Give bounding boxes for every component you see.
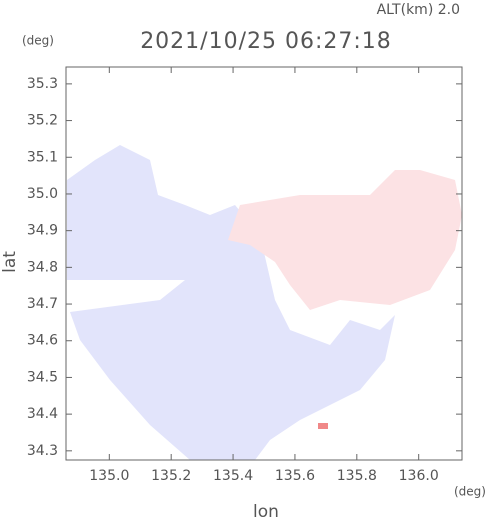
y-unit: (deg) — [22, 34, 54, 48]
chart-title: 2021/10/25 06:27:18 — [140, 29, 392, 54]
x-tick-label: 135.0 — [89, 468, 129, 484]
subtitle: ALT(km) 2.0 — [377, 2, 460, 18]
radar-field — [67, 145, 462, 460]
y-tick-label: 35.1 — [27, 149, 58, 165]
y-tick-label: 34.5 — [27, 369, 58, 385]
x-tick-label: 135.8 — [337, 468, 377, 484]
y-tick-label: 34.8 — [27, 259, 58, 275]
y-tick-label: 35.0 — [27, 186, 58, 202]
x-tick-label: 136.0 — [399, 468, 439, 484]
y-tick-label: 34.4 — [27, 406, 58, 422]
y-tick-label: 35.2 — [27, 113, 58, 129]
x-tick-label: 135.6 — [275, 468, 315, 484]
plot-frame — [65, 66, 463, 461]
x-axis-label: lon — [253, 502, 279, 521]
x-tick-label: 135.2 — [151, 468, 191, 484]
y-tick-label: 34.6 — [27, 333, 58, 349]
y-tick-label: 34.7 — [27, 296, 58, 312]
x-tick-label: 135.4 — [213, 468, 253, 484]
y-tick-label: 35.3 — [27, 76, 58, 92]
receding-area — [228, 170, 462, 310]
y-tick-label: 34.9 — [27, 223, 58, 239]
x-unit: (deg) — [454, 485, 486, 499]
echo-spot — [318, 423, 328, 429]
approaching-area — [67, 145, 395, 460]
y-axis-label: lat — [0, 251, 20, 273]
y-tick-label: 34.3 — [27, 443, 58, 459]
